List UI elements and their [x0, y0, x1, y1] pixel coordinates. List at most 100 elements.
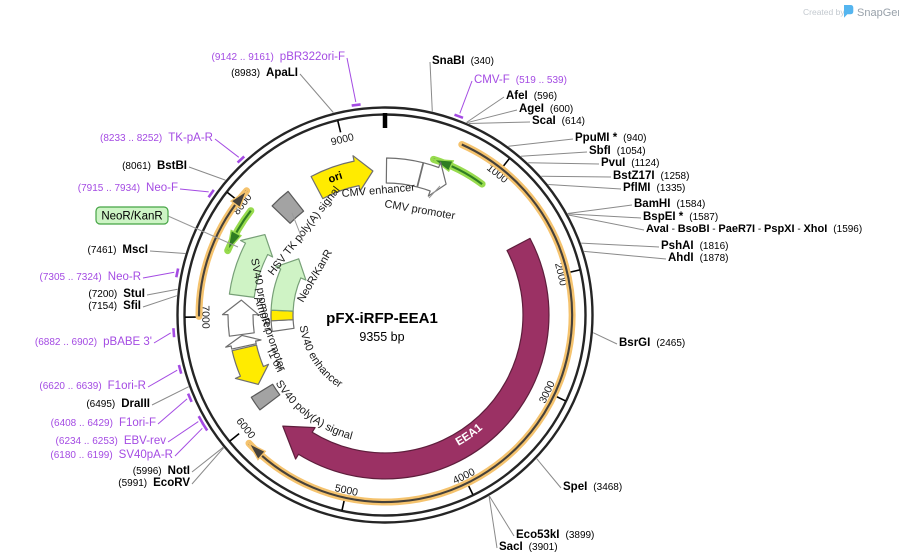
- primer-label-sv40pa-r[interactable]: (6180 .. 6199) SV40pA-R: [50, 422, 209, 461]
- svg-text:(8983)ApaLI: (8983) ApaLI: [231, 67, 298, 79]
- primer-site-tick: [201, 422, 209, 432]
- enzyme-label-draiii[interactable]: (6495) DraIII: [86, 386, 189, 410]
- svg-text:(6620 .. 6639)F1ori-R: (6620 .. 6639) F1ori-R: [39, 380, 146, 392]
- svg-text:SpeI(3468): SpeI (3468): [563, 481, 622, 493]
- leader-line: [488, 496, 498, 549]
- leader-line: [142, 295, 178, 308]
- plasmid-name: pFX-iRFP-EEA1: [326, 310, 438, 327]
- orf-orange-2[interactable]: [195, 187, 251, 320]
- leader-line: [466, 96, 505, 123]
- scale-tick-label: 9000: [330, 131, 356, 148]
- orf-orange-1-arrowhead: [247, 441, 267, 461]
- enzyme-label-ecorv[interactable]: (5991) EcoRV: [118, 447, 224, 489]
- feature-f1-ori[interactable]: [231, 344, 270, 385]
- primer-label-pbabe-3[interactable]: (6882 .. 6902) pBABE 3': [35, 328, 176, 348]
- enzyme-label-sfii[interactable]: (7154) SfiI: [88, 295, 178, 312]
- svg-text:(7461)MscI: (7461) MscI: [88, 244, 148, 256]
- enzyme-label-bspei[interactable]: BspEI * (1587): [567, 211, 718, 223]
- enzyme-label-bstz17i[interactable]: BstZ17I (1258): [541, 170, 689, 182]
- primer-label-f1ori-f[interactable]: (6408 .. 6429) F1ori-F: [51, 393, 193, 429]
- svg-text:(7305 .. 7324)Neo-R: (7305 .. 7324) Neo-R: [40, 271, 142, 283]
- feature-sv40-polya-signal[interactable]: [250, 383, 281, 411]
- svg-text:(5996)NotI: (5996) NotI: [133, 465, 190, 477]
- enzyme-label-eco53ki[interactable]: Eco53kI (3899): [488, 495, 594, 541]
- enzyme-label-noti[interactable]: (5996) NotI: [133, 446, 224, 477]
- feature-neor-kanr[interactable]: [228, 234, 274, 298]
- enzyme-label-ahdi[interactable]: AhdI (1878): [584, 250, 728, 264]
- svg-text:PvuI(1124): PvuI (1124): [601, 157, 659, 169]
- feature-sv40-enhancer-2[interactable]: [270, 309, 294, 322]
- enzyme-label-bamhi[interactable]: BamHI (1584): [567, 198, 706, 214]
- leader-line: [567, 204, 633, 214]
- orf-green-1[interactable]: [430, 155, 486, 188]
- feature-hsv-tk-polya-signal[interactable]: [271, 190, 305, 224]
- enzyme-label-sbfi[interactable]: SbfI (1054): [520, 145, 646, 157]
- leader-line: [191, 447, 224, 485]
- leader-line: [567, 213, 642, 219]
- leader-line: [142, 271, 175, 279]
- leader-line: [584, 250, 667, 260]
- hsv-tk-polya-signal-label[interactable]: HSV TK poly(A) signal: [266, 184, 343, 277]
- primer-label-neo-r[interactable]: (7305 .. 7324) Neo-R: [40, 268, 180, 284]
- enzyme-label-bsrgi[interactable]: BsrGI (2465): [592, 332, 685, 349]
- sv40-enhancer-label[interactable]: SV40 enhancer: [297, 324, 345, 390]
- svg-text:(6180 .. 6199)SV40pA-R: (6180 .. 6199) SV40pA-R: [50, 449, 173, 461]
- backbone-circle-outer[interactable]: [176, 106, 594, 524]
- svg-text:BspEI *(1587): BspEI * (1587): [643, 211, 718, 223]
- feature-ampr-promoter[interactable]: [225, 334, 262, 350]
- feature-neor-kanr-inner[interactable]: [270, 258, 307, 312]
- primer-site-tick: [236, 155, 246, 164]
- leader-line: [459, 80, 473, 114]
- leader-line: [468, 121, 531, 124]
- ori-label[interactable]: ori: [327, 170, 344, 186]
- enzyme-label-stui[interactable]: (7200) StuI: [88, 288, 178, 300]
- leader-line: [548, 184, 622, 190]
- primer-label-pbr322ori-f[interactable]: (9142 .. 9161) pBR322ori-F: [212, 51, 361, 107]
- leader-line: [346, 57, 357, 103]
- svg-text:AgeI(600): AgeI (600): [519, 103, 573, 115]
- enzyme-label-agei[interactable]: AgeI (600): [466, 103, 573, 124]
- enzyme-label-ppumi[interactable]: PpuMI * (940): [508, 132, 647, 147]
- feature-arrows: [221, 155, 550, 480]
- enzyme-label-bstbi[interactable]: (8061) BstBI: [122, 160, 226, 181]
- primer-labels: CMV-F (519 .. 539) (9142 .. 9161) pBR322ori…: [35, 51, 567, 461]
- enzyme-label-msci[interactable]: (7461) MscI: [88, 244, 186, 256]
- primer-label-cmv-f[interactable]: CMV-F (519 .. 539): [454, 74, 567, 120]
- neor-kanr-boxed-label[interactable]: NeoR/KanR: [95, 206, 239, 248]
- primer-label-neo-f[interactable]: (7915 .. 7934) Neo-F: [78, 182, 215, 199]
- leader-line: [167, 421, 199, 443]
- primer-label-ebv-rev[interactable]: (6234 .. 6253) EBV-rev: [56, 415, 205, 447]
- primer-label-tk-pa-r[interactable]: (8233 .. 8252) TK-pA-R: [100, 132, 246, 164]
- svg-text:(6882 .. 6902)pBABE 3': (6882 .. 6902) pBABE 3': [35, 336, 152, 348]
- feature-ori[interactable]: [310, 155, 374, 200]
- leader-line: [520, 151, 588, 157]
- enzyme-label-spei[interactable]: SpeI (3468): [536, 458, 623, 493]
- enzyme-label-avai-bsobi-paer7i-pspxi-xhoi[interactable]: AvaI - BsoBI - PaeR7I - PspXI - XhoI (159…: [568, 214, 863, 235]
- leader-line: [536, 458, 562, 489]
- neor-kanr-box-text[interactable]: NeoR/KanR: [101, 211, 162, 223]
- neor-kanr-box: [95, 206, 169, 225]
- svg-text:SbfI(1054): SbfI (1054): [589, 145, 646, 157]
- enzyme-label-snabi[interactable]: SnaBI (340): [429, 55, 494, 112]
- enzyme-label-saci[interactable]: SacI (3901): [488, 496, 558, 553]
- enzyme-label-pvui[interactable]: PvuI (1124): [528, 157, 659, 169]
- orf-orange-1[interactable]: [245, 141, 576, 506]
- orf-green-2[interactable]: [224, 207, 255, 255]
- svg-text:BsrGI(2465): BsrGI (2465): [619, 337, 685, 349]
- primer-site-tick: [351, 103, 361, 107]
- leader-line: [299, 73, 334, 113]
- leader-line: [568, 214, 645, 231]
- enzyme-label-pshai[interactable]: PshAI (1816): [581, 240, 729, 252]
- enzyme-label-pflmi[interactable]: PflMI (1335): [548, 182, 685, 194]
- enzyme-label-scai[interactable]: ScaI (614): [468, 115, 585, 127]
- feature-eea1[interactable]: [282, 237, 550, 480]
- primer-label-f1ori-r[interactable]: (6620 .. 6639) F1ori-R: [39, 364, 183, 392]
- feature-sv40-promoter[interactable]: [221, 299, 260, 337]
- enzyme-label-afei[interactable]: AfeI (596): [466, 90, 557, 123]
- cmv-promoter-label[interactable]: CMV promoter: [383, 198, 456, 222]
- leader-line: [488, 495, 515, 537]
- leader-line: [147, 369, 178, 388]
- enzyme-label-apali[interactable]: (8983) ApaLI: [231, 67, 334, 113]
